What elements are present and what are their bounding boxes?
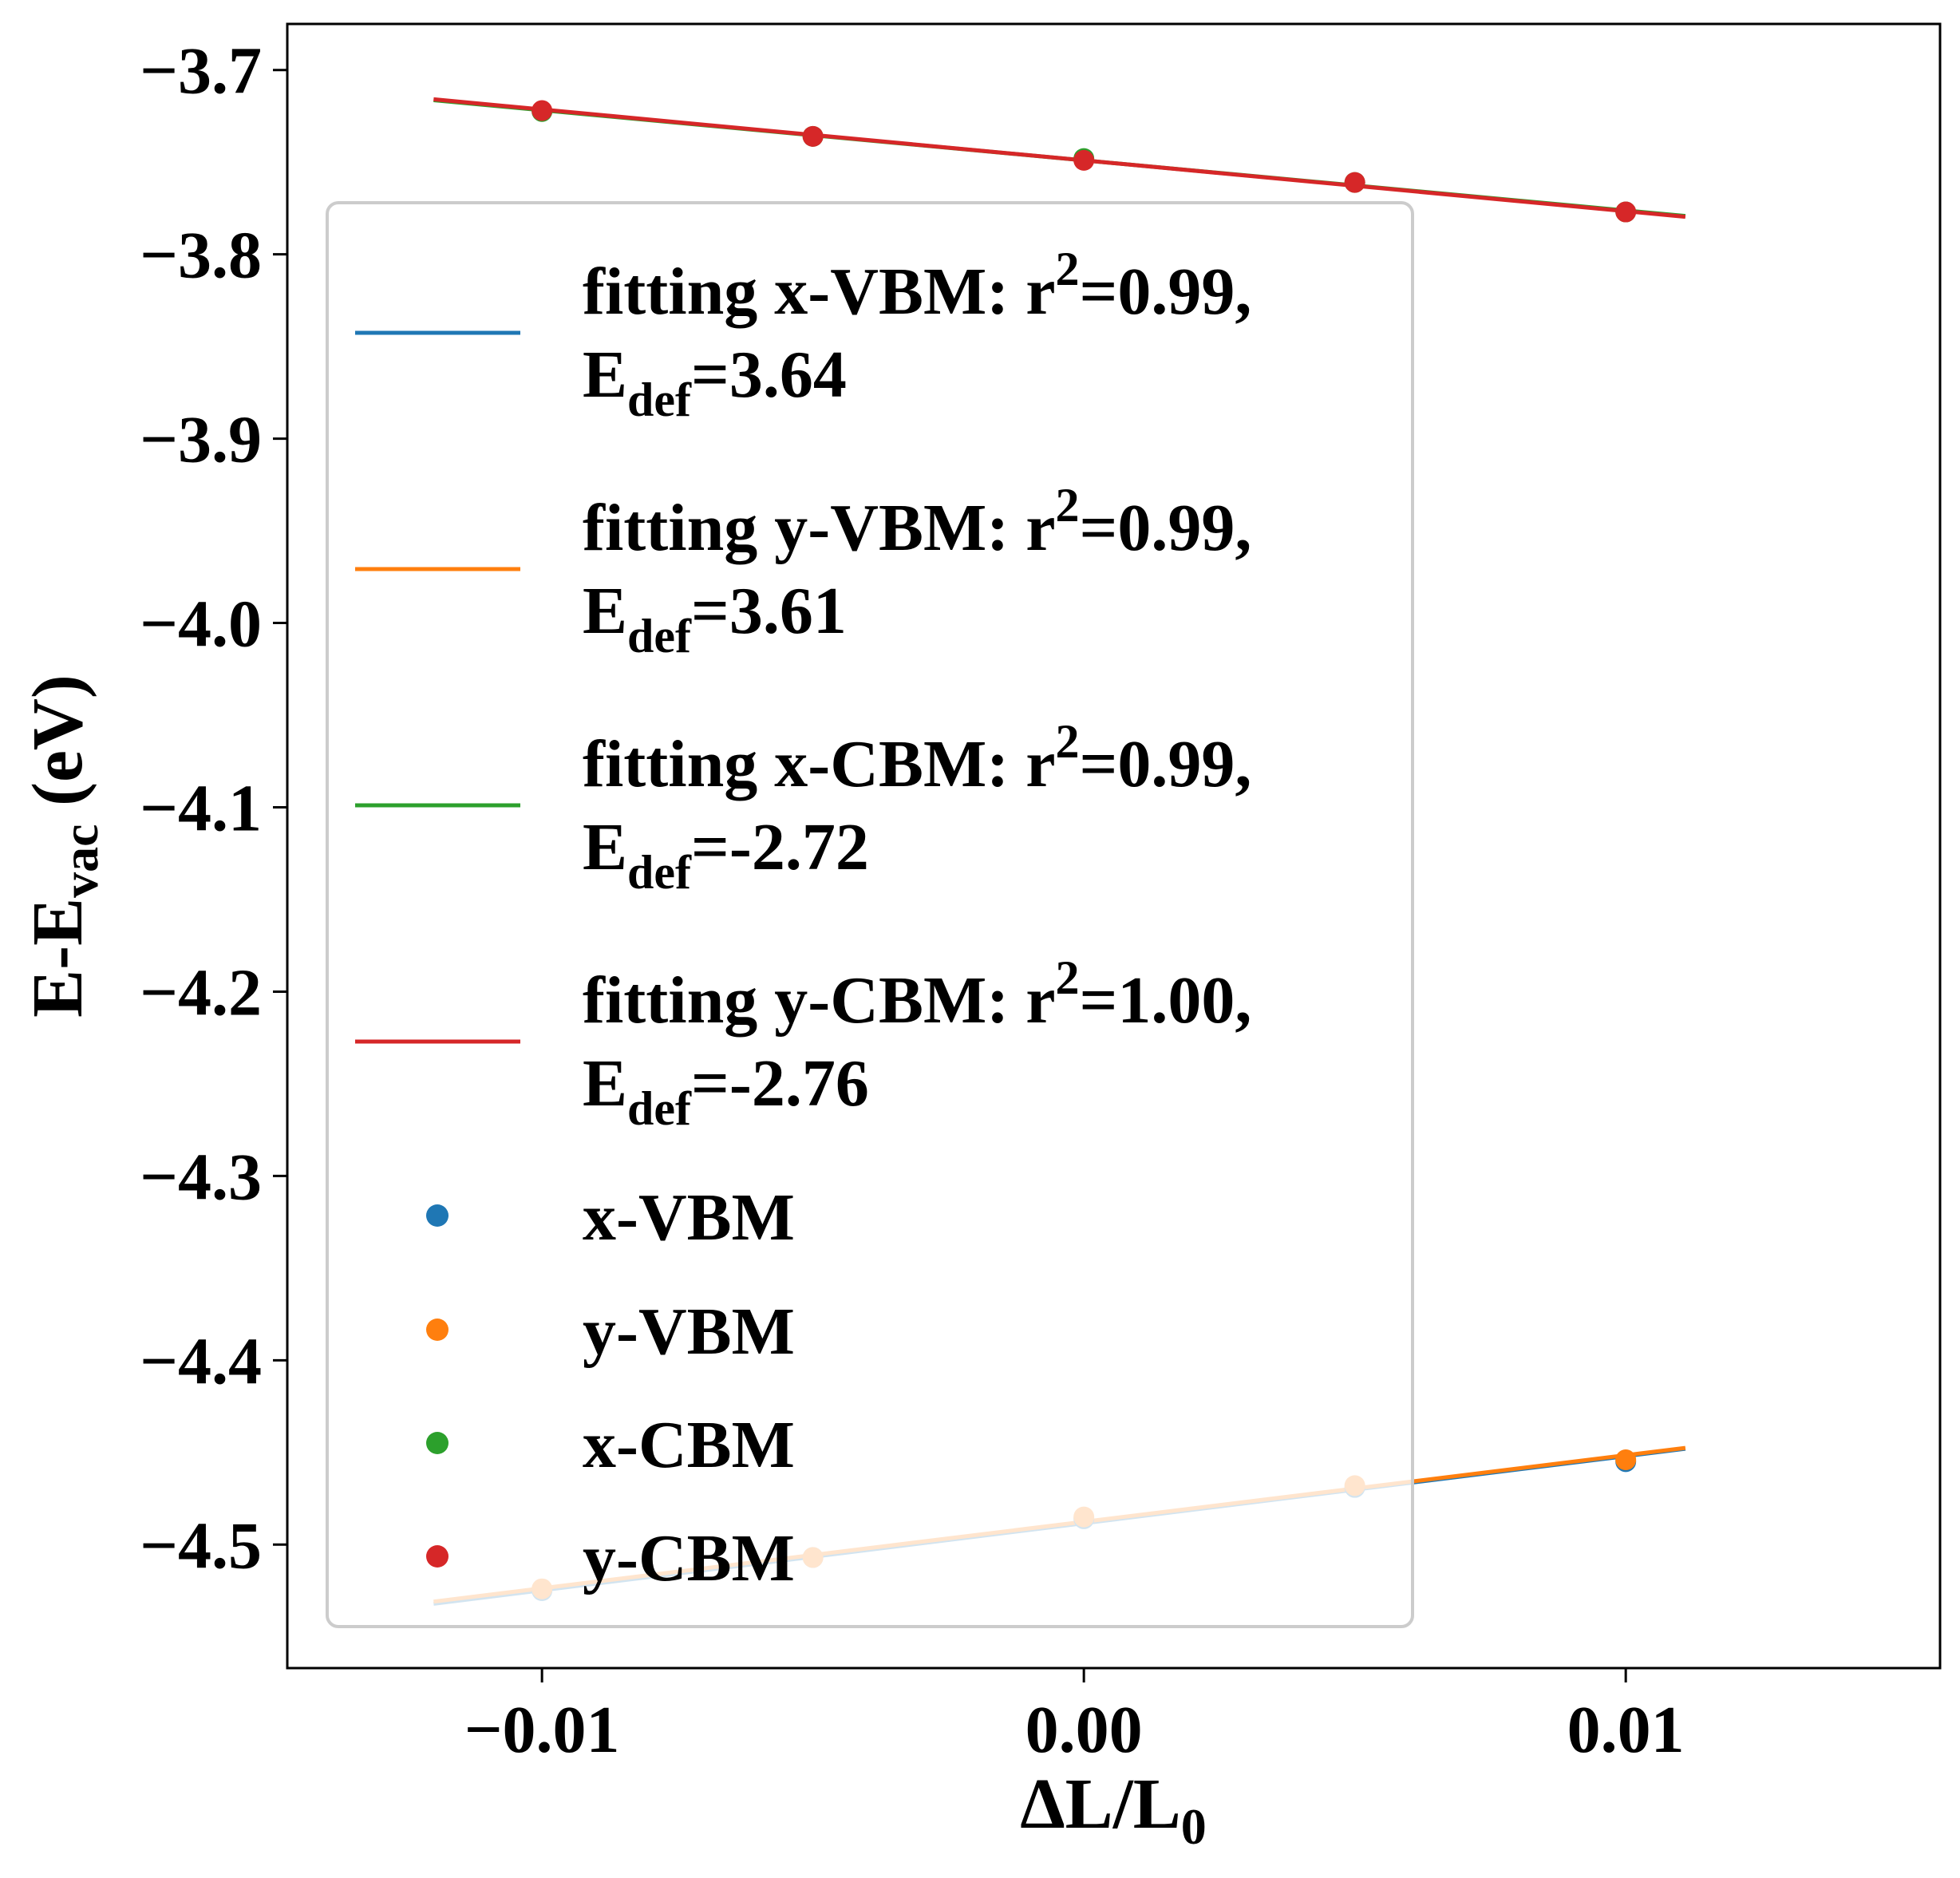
legend-fit-label-line1: fitting y-CBM: r2=1.00,: [583, 951, 1251, 1038]
y-tick-label: −3.9: [140, 403, 262, 477]
x-axis-label: ΔL/L0: [1020, 1765, 1207, 1855]
legend-fit-label-line1: fitting x-CBM: r2=0.99,: [583, 715, 1251, 801]
data-point-y-VBM: [1615, 1449, 1637, 1471]
legend-fit-label-line2: Edef=-2.72: [583, 810, 869, 899]
legend-marker-y-VBM: [426, 1319, 449, 1341]
data-point-y-CBM: [1073, 149, 1095, 171]
legend: fitting x-VBM: r2=0.99, Edef=3.64 fitting …: [326, 201, 1414, 1628]
y-tick-label: −3.7: [140, 34, 262, 109]
y-tick-label: −4.4: [140, 1324, 262, 1398]
y-tick-label: −4.5: [140, 1508, 262, 1583]
plot-frame: [286, 22, 1942, 1670]
y-tick-label: −3.8: [140, 219, 262, 293]
legend-marker-y-CBM: [426, 1545, 449, 1568]
legend-fit-label-line2: Edef=-2.76: [583, 1046, 869, 1135]
legend-series-label: x-VBM: [583, 1180, 795, 1255]
y-tick-label: −4.3: [140, 1140, 262, 1214]
axes: −0.01 0.00 0.01 −3.7 −3.8 −3.9 −4.0 −4.1 −4.2 −4.…: [140, 34, 1685, 1767]
fit-line-y-CBM: [433, 97, 1686, 219]
y-axis-label: E-Evac (eV): [18, 674, 109, 1018]
legend-series-label: y-VBM: [583, 1295, 795, 1369]
x-tick-label: 0.00: [1025, 1693, 1143, 1767]
data-point-y-CBM: [802, 125, 824, 147]
x-axis-label-main: ΔL/L: [1020, 1765, 1181, 1844]
legend-fit-label-line1: fitting x-VBM: r2=0.99,: [583, 243, 1251, 329]
data-point-y-CBM: [1615, 201, 1637, 223]
y-axis-label-sub: vac: [52, 824, 109, 897]
y-tick-label: −4.2: [140, 955, 262, 1030]
y-tick-label: −4.0: [140, 587, 262, 662]
legend-series-label: y-CBM: [583, 1521, 795, 1595]
legend-series-label: x-CBM: [583, 1408, 795, 1482]
legend-box: [326, 201, 1414, 1628]
legend-entries: fitting x-VBM: r2=0.99, Edef=3.64 fitting …: [355, 243, 1251, 1595]
data-point-y-CBM: [1344, 172, 1365, 193]
x-axis-label-sub: 0: [1181, 1798, 1207, 1855]
legend-fit-label-line2: Edef=3.61: [583, 574, 847, 662]
y-axis-label-suffix: (eV): [18, 674, 97, 824]
legend-fit-label-line1: fitting y-VBM: r2=0.99,: [583, 479, 1251, 565]
x-tick-label: −0.01: [464, 1693, 620, 1767]
data-point-y-CBM: [531, 100, 553, 121]
y-tick-label: −4.1: [140, 772, 262, 846]
legend-fit-label-line2: Edef=3.64: [583, 338, 847, 426]
y-axis-label-main: E-E: [18, 898, 97, 1018]
legend-marker-x-CBM: [426, 1432, 449, 1454]
x-tick-label: 0.01: [1567, 1693, 1685, 1767]
legend-marker-x-VBM: [426, 1204, 449, 1227]
